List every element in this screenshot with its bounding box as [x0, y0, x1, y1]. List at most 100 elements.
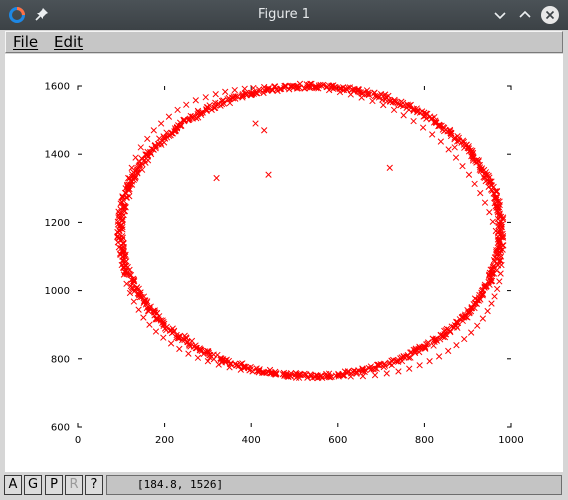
window-title: Figure 1: [257, 7, 311, 22]
corner-mark: [77, 85, 82, 90]
data-point: [359, 373, 367, 380]
data-point: [453, 342, 460, 349]
data-point: [200, 350, 207, 358]
data-point: [142, 159, 149, 166]
data-point: [119, 194, 126, 202]
data-point: [375, 361, 383, 369]
data-point: [406, 365, 413, 372]
plot-canvas[interactable]: 0 200 400 600 800 1000 600 800 1000 1200 1400 1600: [5, 54, 563, 472]
data-point: [461, 311, 469, 318]
data-point: [131, 288, 138, 295]
data-point: [135, 306, 142, 313]
data-point: [121, 253, 129, 260]
data-point: [497, 270, 504, 277]
data-point: [250, 84, 257, 92]
data-point: [150, 127, 157, 134]
data-point: [491, 293, 498, 300]
data-point: [481, 281, 489, 288]
data-point: [265, 171, 272, 178]
help-button[interactable]: ?: [85, 475, 103, 495]
data-point: [247, 363, 254, 371]
data-point: [288, 82, 295, 90]
data-point: [137, 144, 144, 151]
data-point: [451, 144, 458, 151]
data-point: [174, 334, 182, 342]
data-point: [496, 211, 503, 219]
x-tick-label: 600: [328, 435, 347, 446]
data-point: [212, 91, 219, 98]
minimize-button[interactable]: [490, 5, 510, 25]
data-point: [183, 101, 190, 108]
maximize-button[interactable]: [515, 5, 535, 25]
title-bar: Figure 1: [0, 0, 568, 30]
data-point: [180, 118, 188, 125]
menu-edit[interactable]: Edit: [54, 33, 84, 51]
bottom-toolbar: A G P R ? [184.8, 1526]: [0, 473, 568, 500]
data-point: [203, 107, 210, 115]
data-point: [471, 180, 478, 188]
y-tick-label: 600: [51, 423, 70, 434]
data-point: [119, 216, 127, 223]
pin-icon[interactable]: [34, 6, 50, 22]
data-point: [488, 178, 495, 185]
data-point: [144, 151, 151, 158]
data-point: [410, 117, 417, 125]
data-point: [499, 232, 507, 240]
data-point: [318, 372, 325, 379]
data-point: [353, 369, 361, 376]
data-point: [467, 147, 474, 154]
data-point: [416, 344, 424, 352]
grid-button[interactable]: G: [24, 475, 42, 495]
print-button[interactable]: P: [45, 475, 63, 495]
data-point: [176, 335, 183, 342]
data-point: [210, 356, 218, 363]
data-point: [496, 257, 504, 265]
data-point: [398, 354, 405, 361]
data-point: [489, 264, 497, 271]
data-point: [340, 86, 348, 94]
data-point: [437, 332, 444, 339]
data-point: [241, 85, 248, 92]
data-point: [123, 269, 131, 276]
data-point: [248, 91, 255, 99]
data-point: [468, 329, 475, 336]
data-point: [136, 161, 144, 168]
data-point: [324, 83, 331, 90]
data-point: [197, 346, 204, 353]
data-point: [371, 372, 379, 379]
data-point: [218, 97, 226, 105]
data-point: [424, 340, 431, 347]
chevron-down-icon: [494, 12, 506, 20]
data-point: [178, 122, 185, 129]
data-point: [132, 154, 139, 161]
corner-mark: [507, 85, 512, 90]
data-point: [226, 99, 234, 107]
data-point: [488, 300, 495, 307]
data-point: [363, 87, 371, 94]
close-button[interactable]: [540, 5, 560, 25]
data-point: [208, 106, 215, 114]
data-point: [211, 104, 218, 112]
data-point: [157, 120, 165, 127]
data-point: [359, 366, 366, 374]
data-point: [296, 80, 304, 87]
data-point: [248, 89, 255, 96]
data-point: [476, 164, 484, 171]
data-point: [256, 367, 263, 374]
data-point: [130, 176, 137, 183]
data-point: [445, 347, 452, 355]
replot-button: R: [65, 475, 83, 495]
autoscale-button[interactable]: A: [4, 475, 22, 495]
data-point: [479, 315, 487, 322]
data-point: [137, 289, 144, 296]
data-point: [383, 370, 390, 377]
data-point: [179, 336, 186, 344]
data-point: [312, 83, 320, 90]
data-point: [183, 338, 191, 345]
data-point: [489, 218, 496, 225]
data-point: [233, 362, 241, 369]
data-point: [119, 193, 126, 200]
data-point: [307, 371, 314, 378]
menu-file[interactable]: File: [13, 33, 39, 51]
data-point: [344, 368, 351, 375]
